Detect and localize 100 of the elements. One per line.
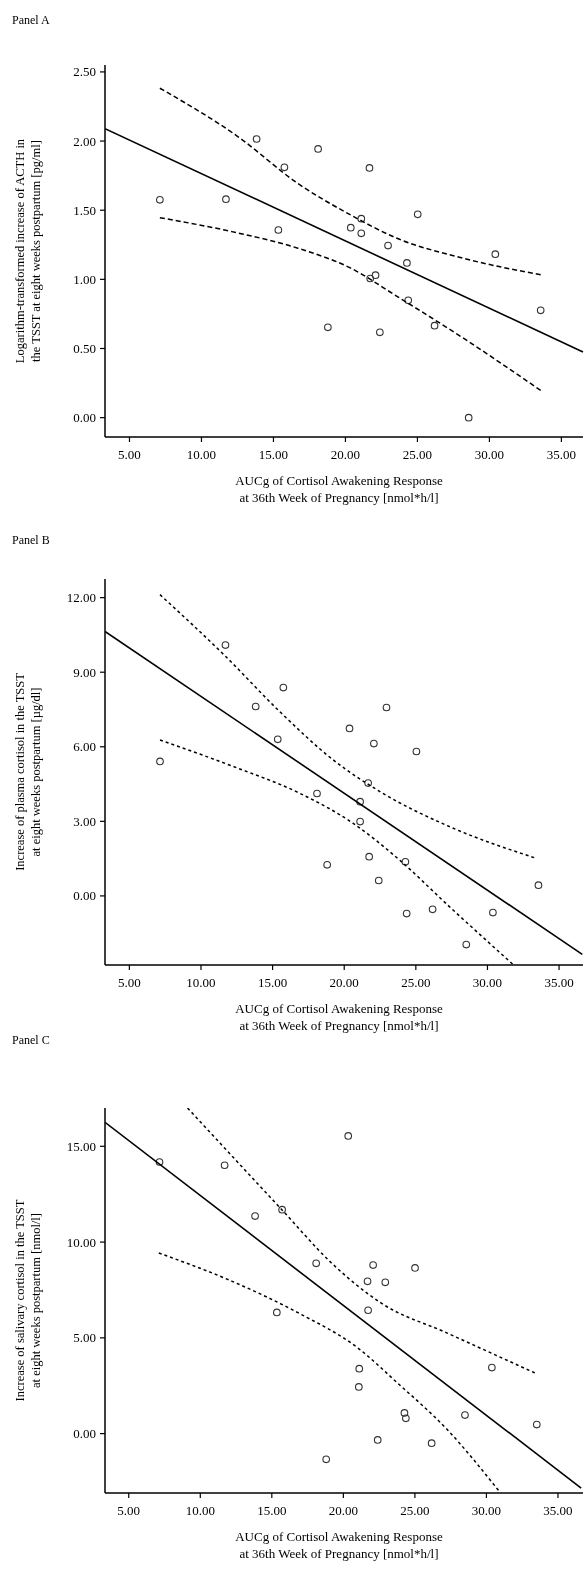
y-tick-label: 15.00 [66, 1138, 96, 1154]
x-axis-title: AUCg of Cortisol Awakening Response at 36th Week of Pregnancy [nmol*h/l] [235, 1001, 443, 1033]
y-tick-label: 0.00 [73, 1426, 96, 1442]
point [400, 1409, 409, 1417]
x-tick-label: 5.00 [118, 447, 141, 462]
point [364, 779, 372, 787]
point [273, 735, 282, 744]
x-tick-label: 20.00 [328, 1503, 358, 1518]
point [279, 683, 288, 692]
x-tick-label: 5.00 [117, 1503, 141, 1518]
point [345, 724, 354, 733]
x-tick-label: 15.00 [258, 447, 289, 462]
point [534, 881, 543, 890]
x-tick-label: 10.00 [185, 1503, 215, 1518]
point [278, 1205, 286, 1214]
point [404, 296, 413, 305]
x-tick-label: 30.00 [472, 975, 503, 990]
point [356, 797, 364, 806]
point [272, 1308, 281, 1317]
y-tick-label: 5.00 [73, 1330, 96, 1346]
point [357, 214, 366, 223]
point [363, 1277, 372, 1286]
point [428, 905, 437, 914]
point [464, 413, 473, 422]
point [402, 1414, 410, 1423]
point [322, 1455, 331, 1464]
point [461, 1411, 469, 1419]
point [251, 702, 260, 711]
point [312, 1259, 321, 1268]
point [488, 1363, 496, 1372]
point [401, 858, 410, 866]
point [156, 757, 164, 766]
point [376, 328, 384, 337]
x-axis-title: AUCg of Cortisol Awakening Response at 36th Week of Pregnancy [nmol*h/l] [235, 1529, 443, 1561]
point [427, 1439, 436, 1448]
y-tick-label: 1.00 [73, 271, 96, 287]
y-tick-label: 0.00 [73, 888, 96, 904]
point [373, 1436, 382, 1444]
point [251, 1212, 259, 1220]
point [274, 226, 283, 234]
y-tick-label: 0.50 [73, 341, 96, 357]
point [366, 274, 375, 283]
point [313, 789, 321, 798]
x-tick-label: 30.00 [474, 447, 505, 462]
point [371, 271, 380, 280]
x-tick-label: 5.00 [117, 975, 141, 990]
x-tick-label: 25.00 [400, 1503, 430, 1518]
point [155, 1158, 164, 1166]
point [314, 145, 322, 153]
point [356, 817, 364, 826]
point [357, 229, 366, 238]
chart-title: Panel C [12, 1033, 50, 1047]
point [344, 1132, 353, 1140]
point [374, 876, 383, 885]
x-tick-label: 35.00 [546, 447, 577, 462]
y-axis-title: Logarithm-transformed increase of ACTH in the TSST at eight weeks postpartum [pg/ml] [13, 138, 43, 364]
point [365, 164, 374, 172]
chart-title: Panel B [12, 533, 50, 547]
point [411, 1264, 419, 1272]
point [156, 195, 164, 204]
y-tick-label: 1.50 [73, 202, 96, 218]
point [384, 241, 392, 250]
x-tick-label: 35.00 [543, 1503, 573, 1518]
x-tick-label: 25.00 [401, 975, 431, 990]
point [536, 306, 545, 315]
point [402, 909, 411, 918]
point [532, 1420, 541, 1429]
line-series [159, 87, 542, 276]
y-tick-label: 6.00 [73, 739, 96, 755]
point [364, 1306, 372, 1315]
point [491, 250, 500, 259]
y-tick-label: 0.00 [73, 410, 96, 426]
point [252, 135, 261, 143]
point [346, 223, 355, 232]
x-tick-label: 20.00 [329, 975, 359, 990]
y-tick-label: 12.00 [66, 590, 96, 606]
line-series [186, 1108, 536, 1374]
y-axis-title: Increase of salivary cortisol in the TSST at eight weeks postpartum [nmol/l] [13, 1199, 43, 1402]
x-tick-label: 10.00 [186, 975, 216, 990]
point [403, 259, 411, 267]
x-tick-label: 20.00 [330, 447, 361, 462]
line-series [159, 216, 542, 392]
point [430, 321, 439, 330]
point [222, 195, 230, 203]
x-tick-label: 30.00 [471, 1503, 502, 1518]
chart-title: Panel A [12, 13, 50, 27]
y-axis-title: Increase of plasma cortisol in the TSST at eight weeks postpartum [µg/dl] [13, 672, 43, 871]
point [413, 210, 422, 219]
line-series [158, 1252, 500, 1492]
x-tick-label: 35.00 [544, 975, 574, 990]
point [323, 860, 332, 869]
y-tick-label: 3.00 [73, 813, 96, 829]
x-tick-label: 15.00 [257, 975, 288, 990]
point [355, 1364, 364, 1373]
point [382, 703, 391, 712]
point [412, 747, 421, 756]
point [462, 940, 471, 949]
point [370, 739, 378, 748]
point [324, 323, 332, 332]
point [221, 641, 230, 649]
